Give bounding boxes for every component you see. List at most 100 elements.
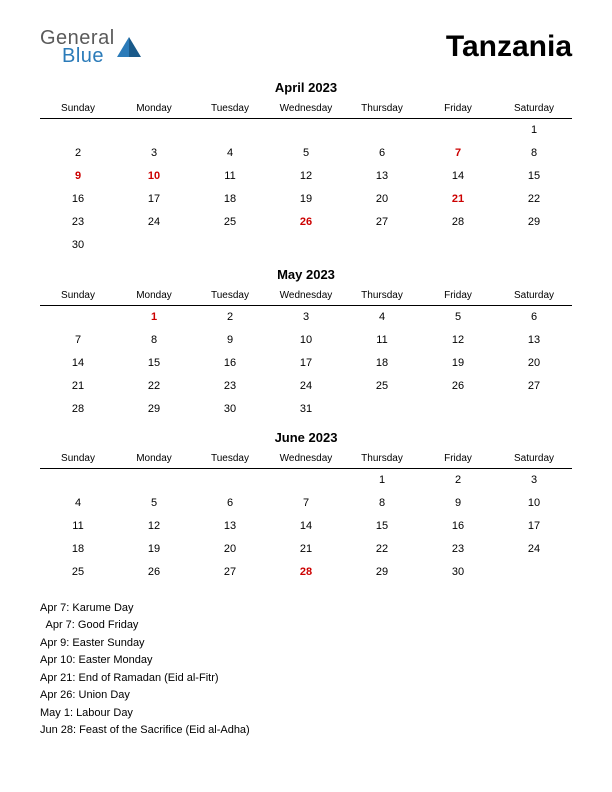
day-cell: 28 bbox=[268, 561, 344, 584]
day-cell: 29 bbox=[344, 561, 420, 584]
day-cell: 13 bbox=[192, 515, 268, 538]
day-cell bbox=[420, 234, 496, 257]
day-cell: 4 bbox=[40, 492, 116, 515]
day-cell: 25 bbox=[344, 374, 420, 397]
day-cell: 2 bbox=[420, 469, 496, 492]
holiday-entry: Apr 7: Good Friday bbox=[40, 617, 572, 634]
weekday-header: Friday bbox=[420, 99, 496, 119]
day-cell bbox=[40, 119, 116, 142]
day-cell: 18 bbox=[344, 351, 420, 374]
day-cell bbox=[344, 397, 420, 420]
holiday-entry: Apr 9: Easter Sunday bbox=[40, 635, 572, 652]
day-cell: 28 bbox=[420, 211, 496, 234]
day-cell: 12 bbox=[420, 328, 496, 351]
day-cell: 31 bbox=[268, 397, 344, 420]
day-cell: 8 bbox=[496, 142, 572, 165]
day-cell: 27 bbox=[344, 211, 420, 234]
day-cell bbox=[40, 305, 116, 328]
day-cell: 1 bbox=[496, 119, 572, 142]
day-cell: 14 bbox=[420, 165, 496, 188]
day-cell: 17 bbox=[268, 351, 344, 374]
day-cell: 7 bbox=[268, 492, 344, 515]
weekday-header: Monday bbox=[116, 99, 192, 119]
weekday-header: Tuesday bbox=[192, 449, 268, 469]
day-cell bbox=[116, 119, 192, 142]
day-cell: 6 bbox=[496, 305, 572, 328]
day-cell bbox=[344, 234, 420, 257]
day-cell: 15 bbox=[344, 515, 420, 538]
header: General Blue Tanzania bbox=[40, 28, 572, 66]
day-cell: 3 bbox=[496, 469, 572, 492]
day-cell: 21 bbox=[420, 188, 496, 211]
day-cell: 29 bbox=[116, 397, 192, 420]
weekday-header: Sunday bbox=[40, 99, 116, 119]
day-cell bbox=[268, 469, 344, 492]
day-cell bbox=[496, 561, 572, 584]
day-cell: 27 bbox=[496, 374, 572, 397]
calendar-month: June 2023 SundayMondayTuesdayWednesdayThu… bbox=[40, 430, 572, 584]
day-cell: 14 bbox=[268, 515, 344, 538]
day-cell: 9 bbox=[192, 328, 268, 351]
weekday-header: Monday bbox=[116, 286, 192, 306]
day-cell: 20 bbox=[496, 351, 572, 374]
day-cell: 29 bbox=[496, 211, 572, 234]
day-cell: 4 bbox=[192, 142, 268, 165]
day-cell: 21 bbox=[268, 538, 344, 561]
day-cell bbox=[192, 119, 268, 142]
logo-triangle-icon bbox=[115, 33, 143, 61]
month-title: June 2023 bbox=[40, 430, 572, 445]
day-cell: 18 bbox=[192, 188, 268, 211]
day-cell: 5 bbox=[268, 142, 344, 165]
weekday-header: Thursday bbox=[344, 449, 420, 469]
day-cell: 7 bbox=[420, 142, 496, 165]
day-cell: 6 bbox=[192, 492, 268, 515]
day-cell: 13 bbox=[496, 328, 572, 351]
day-cell bbox=[268, 119, 344, 142]
day-cell: 12 bbox=[116, 515, 192, 538]
day-cell bbox=[420, 397, 496, 420]
weekday-header: Sunday bbox=[40, 286, 116, 306]
holiday-entry: Apr 26: Union Day bbox=[40, 687, 572, 704]
calendar-table: SundayMondayTuesdayWednesdayThursdayFrid… bbox=[40, 99, 572, 257]
day-cell: 10 bbox=[116, 165, 192, 188]
calendar-table: SundayMondayTuesdayWednesdayThursdayFrid… bbox=[40, 286, 572, 421]
day-cell: 19 bbox=[420, 351, 496, 374]
day-cell: 26 bbox=[116, 561, 192, 584]
calendars-container: April 2023SundayMondayTuesdayWednesdayTh… bbox=[40, 80, 572, 584]
day-cell bbox=[192, 234, 268, 257]
country-title: Tanzania bbox=[446, 30, 572, 64]
weekday-header: Sunday bbox=[40, 449, 116, 469]
weekday-header: Monday bbox=[116, 449, 192, 469]
day-cell: 23 bbox=[420, 538, 496, 561]
weekday-header: Thursday bbox=[344, 99, 420, 119]
month-title: May 2023 bbox=[40, 267, 572, 282]
day-cell: 7 bbox=[40, 328, 116, 351]
day-cell: 23 bbox=[40, 211, 116, 234]
weekday-header: Friday bbox=[420, 449, 496, 469]
day-cell: 16 bbox=[420, 515, 496, 538]
day-cell bbox=[420, 119, 496, 142]
weekday-header: Wednesday bbox=[268, 99, 344, 119]
weekday-header: Wednesday bbox=[268, 286, 344, 306]
day-cell: 30 bbox=[420, 561, 496, 584]
day-cell: 26 bbox=[420, 374, 496, 397]
calendar-table: SundayMondayTuesdayWednesdayThursdayFrid… bbox=[40, 449, 572, 584]
day-cell: 9 bbox=[420, 492, 496, 515]
day-cell: 15 bbox=[116, 351, 192, 374]
calendar-month: May 2023 SundayMondayTuesdayWednesdayThur… bbox=[40, 267, 572, 421]
day-cell: 2 bbox=[40, 142, 116, 165]
weekday-header: Friday bbox=[420, 286, 496, 306]
day-cell: 18 bbox=[40, 538, 116, 561]
day-cell: 5 bbox=[116, 492, 192, 515]
holiday-entry: Apr 21: End of Ramadan (Eid al-Fitr) bbox=[40, 670, 572, 687]
day-cell: 19 bbox=[268, 188, 344, 211]
day-cell bbox=[116, 469, 192, 492]
day-cell: 22 bbox=[496, 188, 572, 211]
day-cell: 1 bbox=[116, 305, 192, 328]
day-cell: 20 bbox=[192, 538, 268, 561]
day-cell: 4 bbox=[344, 305, 420, 328]
day-cell bbox=[116, 234, 192, 257]
day-cell: 23 bbox=[192, 374, 268, 397]
day-cell: 27 bbox=[192, 561, 268, 584]
day-cell: 22 bbox=[116, 374, 192, 397]
